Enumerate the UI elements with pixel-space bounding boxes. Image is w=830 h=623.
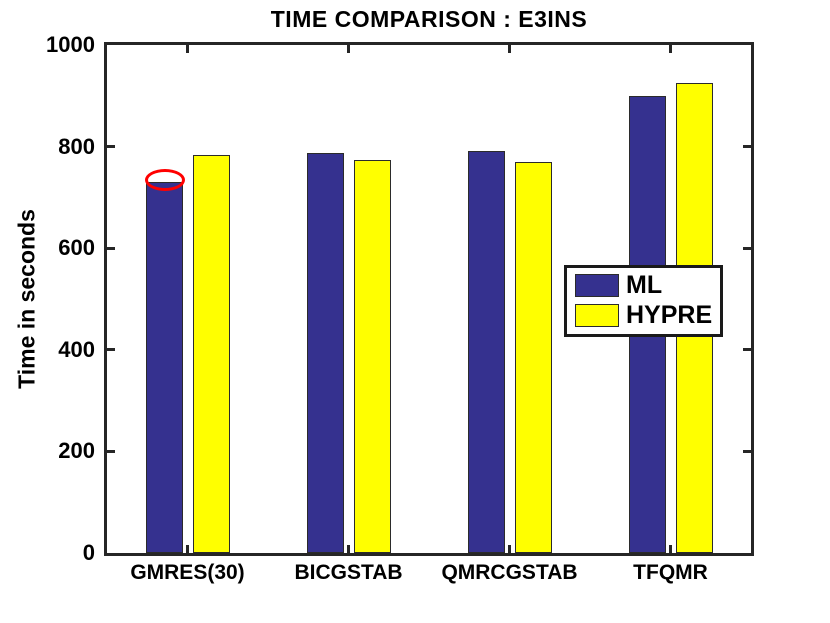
x-top-tick	[186, 45, 189, 53]
legend-swatch-ml	[575, 273, 619, 297]
bar-ml-bicgstab	[306, 152, 344, 553]
y-tick-label: 600	[58, 235, 95, 261]
x-tick-label: QMRCGSTAB	[441, 561, 578, 584]
bar-ml-qmrcgstab	[467, 150, 505, 553]
x-bottom-tick	[347, 545, 350, 553]
annotation-ellipse	[145, 169, 185, 191]
legend: ML HYPRE	[564, 265, 723, 337]
x-tick-label: BICGSTAB	[294, 561, 403, 584]
bar-ml-gmres30	[145, 182, 183, 553]
legend-label: HYPRE	[626, 301, 713, 329]
y-tick-label: 0	[82, 540, 95, 565]
y-tick-label: 1000	[46, 32, 95, 57]
y-tick-label: 200	[58, 438, 95, 464]
bar-hypre-qmrcgstab	[514, 161, 552, 553]
y-right-tick	[743, 449, 751, 453]
chart-title: TIME COMPARISON : E3INS	[270, 6, 588, 32]
y-right-tick	[743, 348, 751, 352]
x-bottom-tick	[186, 545, 189, 553]
x-bottom-tick	[669, 545, 672, 553]
legend-label: ML	[626, 271, 663, 299]
x-top-tick	[508, 45, 511, 53]
y-right-tick	[743, 246, 751, 250]
legend-swatch-hypre	[575, 303, 619, 327]
bar-hypre-gmres30	[192, 154, 230, 553]
y-left-tick	[107, 246, 115, 250]
y-left-tick	[107, 145, 115, 149]
x-tick-label: TFQMR	[633, 561, 708, 584]
bar-hypre-bicgstab	[353, 160, 391, 553]
y-left-tick	[107, 449, 115, 453]
x-bottom-tick	[508, 545, 511, 553]
y-tick-label: 800	[58, 133, 95, 159]
legend-row-hypre: HYPRE	[575, 301, 713, 329]
x-tick-label: GMRES(30)	[130, 561, 245, 584]
y-left-tick	[107, 348, 115, 352]
y-tick-label: 400	[58, 336, 95, 362]
x-top-tick	[347, 45, 350, 53]
legend-row-ml: ML	[575, 271, 663, 299]
x-top-tick	[669, 45, 672, 53]
y-right-tick	[743, 145, 751, 149]
